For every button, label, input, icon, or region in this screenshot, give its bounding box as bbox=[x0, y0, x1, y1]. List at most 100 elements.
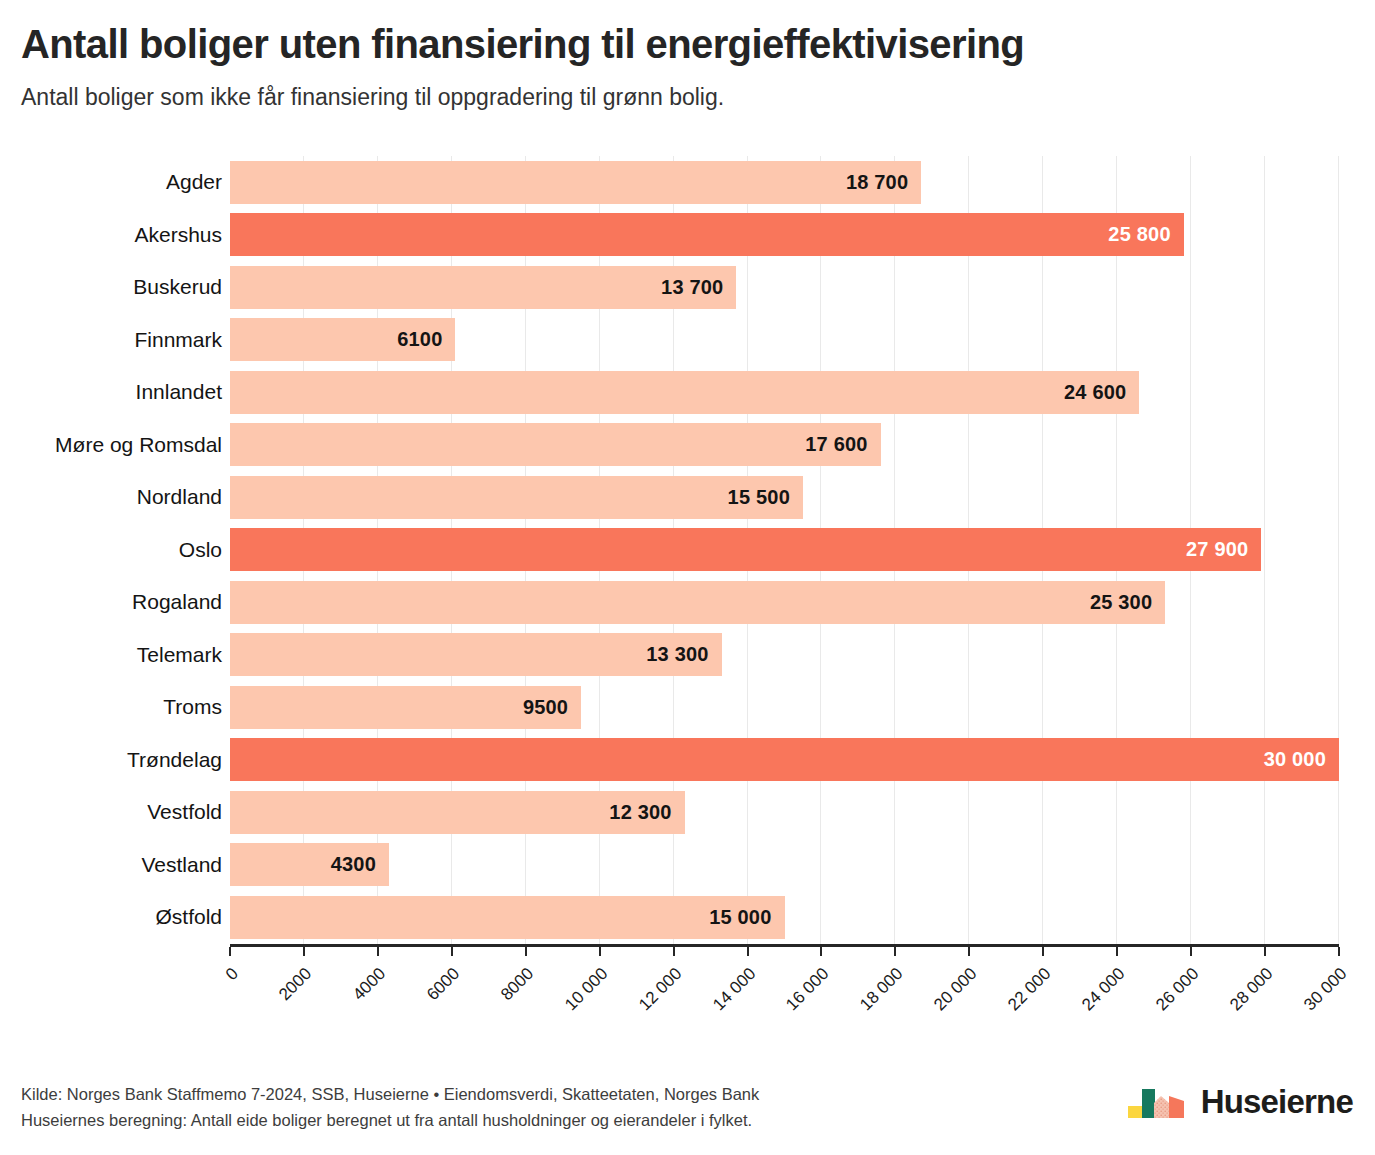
bar-value-label: 17 600 bbox=[805, 433, 880, 456]
bar-value-label: 4300 bbox=[331, 853, 389, 876]
bar-value-label: 27 900 bbox=[1186, 538, 1261, 561]
category-label: Oslo bbox=[0, 524, 222, 577]
page-title: Antall boliger uten finansiering til ene… bbox=[21, 22, 1221, 67]
bar-chart: Agder 18 700 Akershus 25 800 Buskerud 13 700 F… bbox=[0, 156, 1375, 1056]
axis-tick bbox=[599, 947, 601, 956]
chart-page: Antall boliger uten finansiering til ene… bbox=[0, 0, 1375, 1155]
bar-row: Vestfold 12 300 bbox=[0, 786, 1375, 839]
bar: 17 600 bbox=[230, 423, 881, 466]
axis-tick bbox=[377, 947, 379, 956]
bar-row: Buskerud 13 700 bbox=[0, 261, 1375, 314]
bar: 4300 bbox=[230, 843, 389, 886]
bar-value-label: 6100 bbox=[397, 328, 455, 351]
category-label: Telemark bbox=[0, 629, 222, 682]
bar-row: Vestland 4300 bbox=[0, 839, 1375, 892]
category-label: Trøndelag bbox=[0, 734, 222, 787]
axis-tick bbox=[229, 947, 231, 956]
axis-tick bbox=[1338, 947, 1340, 956]
category-label: Vestfold bbox=[0, 786, 222, 839]
bar-track: 30 000 bbox=[230, 734, 1339, 787]
category-label: Finnmark bbox=[0, 314, 222, 367]
category-label: Troms bbox=[0, 681, 222, 734]
category-label: Akershus bbox=[0, 209, 222, 262]
bar-track: 25 300 bbox=[230, 576, 1339, 629]
bar-row: Troms 9500 bbox=[0, 681, 1375, 734]
bar-row: Østfold 15 000 bbox=[0, 891, 1375, 944]
axis-tick bbox=[673, 947, 675, 956]
bar-row: Agder 18 700 bbox=[0, 156, 1375, 209]
category-label: Nordland bbox=[0, 471, 222, 524]
axis-tick bbox=[525, 947, 527, 956]
bar-row: Oslo 27 900 bbox=[0, 524, 1375, 577]
axis-tick bbox=[1042, 947, 1044, 956]
bar-value-label: 15 000 bbox=[709, 906, 784, 929]
bar-value-label: 25 800 bbox=[1108, 223, 1183, 246]
bar-track: 13 700 bbox=[230, 261, 1339, 314]
category-label: Agder bbox=[0, 156, 222, 209]
bar: 30 000 bbox=[230, 738, 1339, 781]
axis-tick bbox=[451, 947, 453, 956]
bar-row: Møre og Romsdal 17 600 bbox=[0, 419, 1375, 472]
bar: 25 300 bbox=[230, 581, 1165, 624]
huseierne-houses-icon bbox=[1128, 1086, 1190, 1119]
axis-tick bbox=[968, 947, 970, 956]
category-label: Møre og Romsdal bbox=[0, 419, 222, 472]
bar-row: Trøndelag 30 000 bbox=[0, 734, 1375, 787]
bar-row: Telemark 13 300 bbox=[0, 629, 1375, 682]
axis-tick bbox=[1116, 947, 1118, 956]
note-line: Huseiernes beregning: Antall eide bolige… bbox=[21, 1108, 921, 1134]
bar-track: 9500 bbox=[230, 681, 1339, 734]
bar-row: Innlandet 24 600 bbox=[0, 366, 1375, 419]
bar-track: 18 700 bbox=[230, 156, 1339, 209]
bar-row: Akershus 25 800 bbox=[0, 209, 1375, 262]
axis-tick bbox=[820, 947, 822, 956]
bar: 27 900 bbox=[230, 528, 1261, 571]
bar: 25 800 bbox=[230, 213, 1184, 256]
bar-track: 17 600 bbox=[230, 419, 1339, 472]
x-axis-labels: 0200040006000800010 00012 00014 00016 00… bbox=[230, 962, 1339, 1052]
bar-track: 27 900 bbox=[230, 524, 1339, 577]
category-label: Buskerud bbox=[0, 261, 222, 314]
bar-value-label: 25 300 bbox=[1090, 591, 1165, 614]
axis-tick bbox=[747, 947, 749, 956]
bar-track: 24 600 bbox=[230, 366, 1339, 419]
bar-track: 6100 bbox=[230, 314, 1339, 367]
bar: 24 600 bbox=[230, 371, 1139, 414]
bar: 9500 bbox=[230, 686, 581, 729]
category-label: Østfold bbox=[0, 891, 222, 944]
logo-text: Huseierne bbox=[1201, 1083, 1353, 1121]
bar-track: 15 000 bbox=[230, 891, 1339, 944]
bar-value-label: 30 000 bbox=[1264, 748, 1339, 771]
bar-track: 12 300 bbox=[230, 786, 1339, 839]
axis-tick bbox=[1190, 947, 1192, 956]
category-label: Vestland bbox=[0, 839, 222, 892]
bar-track: 25 800 bbox=[230, 209, 1339, 262]
bar-value-label: 24 600 bbox=[1064, 381, 1139, 404]
page-subtitle: Antall boliger som ikke får finansiering… bbox=[21, 84, 1221, 111]
bar-track: 15 500 bbox=[230, 471, 1339, 524]
category-label: Innlandet bbox=[0, 366, 222, 419]
axis-tick bbox=[1264, 947, 1266, 956]
bar: 13 700 bbox=[230, 266, 736, 309]
source-footer: Kilde: Norges Bank Staffmemo 7-2024, SSB… bbox=[21, 1082, 921, 1133]
category-label: Rogaland bbox=[0, 576, 222, 629]
bar-value-label: 12 300 bbox=[609, 801, 684, 824]
axis-tick bbox=[303, 947, 305, 956]
bar: 15 500 bbox=[230, 476, 803, 519]
bar-row: Rogaland 25 300 bbox=[0, 576, 1375, 629]
bar-row: Finnmark 6100 bbox=[0, 314, 1375, 367]
bar-track: 4300 bbox=[230, 839, 1339, 892]
source-line: Kilde: Norges Bank Staffmemo 7-2024, SSB… bbox=[21, 1082, 921, 1108]
bar-track: 13 300 bbox=[230, 629, 1339, 682]
axis-tick bbox=[894, 947, 896, 956]
bar-value-label: 18 700 bbox=[846, 171, 921, 194]
bar-value-label: 9500 bbox=[523, 696, 581, 719]
huseierne-logo: Huseierne bbox=[1128, 1080, 1353, 1124]
bar: 13 300 bbox=[230, 633, 722, 676]
bar-value-label: 13 700 bbox=[661, 276, 736, 299]
bar-row: Nordland15 500 bbox=[0, 471, 1375, 524]
bar-rows: Agder 18 700 Akershus 25 800 Buskerud 13 700 F… bbox=[0, 156, 1375, 944]
bar-value-label: 13 300 bbox=[646, 643, 721, 666]
bar: 18 700 bbox=[230, 161, 921, 204]
bar: 15 000 bbox=[230, 896, 785, 939]
